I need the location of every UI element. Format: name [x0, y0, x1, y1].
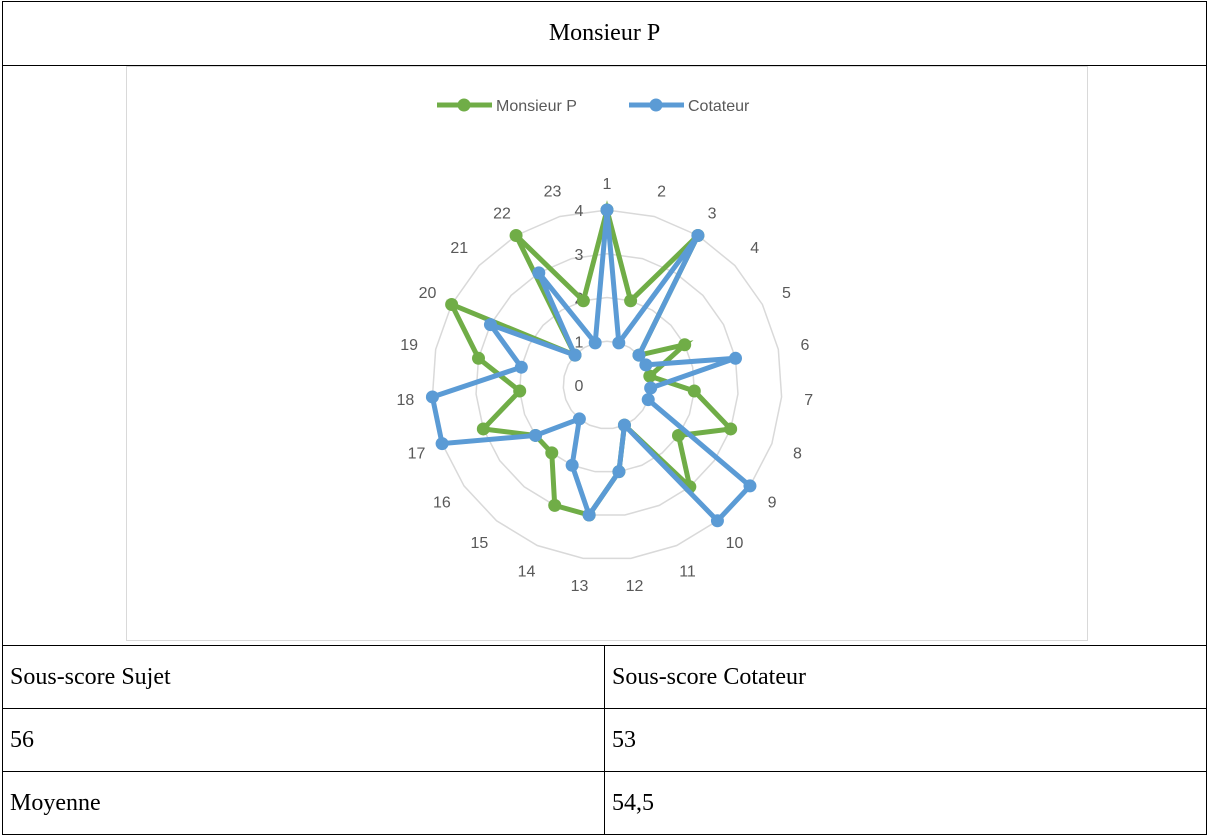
tick-label: 4	[575, 203, 584, 220]
data-point	[568, 348, 582, 362]
data-point	[643, 369, 657, 383]
table-title: Monsieur P	[2, 1, 1207, 66]
category-label: 15	[471, 535, 489, 552]
data-point	[425, 390, 439, 404]
category-label: 18	[396, 392, 414, 409]
category-label: 23	[544, 183, 562, 200]
category-label: 10	[726, 535, 744, 552]
category-label: 22	[493, 205, 511, 222]
data-point	[483, 318, 497, 332]
data-point	[632, 348, 646, 362]
data-point	[724, 422, 738, 436]
data-point	[743, 479, 757, 493]
sujet-header: Sous-score Sujet	[2, 645, 605, 709]
category-label: 19	[400, 337, 418, 354]
legend-label: Monsieur P	[496, 98, 577, 115]
data-point	[514, 360, 528, 374]
tick-label: 3	[575, 247, 584, 264]
data-point	[641, 393, 655, 407]
data-point	[435, 437, 449, 451]
data-point	[548, 498, 562, 512]
grid-ring	[431, 209, 783, 560]
data-point	[445, 297, 459, 311]
data-point	[729, 351, 743, 365]
data-point	[471, 351, 485, 365]
data-point	[671, 428, 685, 442]
cotateur-header: Sous-score Cotateur	[604, 645, 1207, 709]
category-label: 1	[603, 176, 612, 193]
mean-label: Moyenne	[2, 771, 605, 835]
category-label: 17	[408, 446, 426, 463]
category-label: 2	[657, 183, 666, 200]
category-label: 14	[518, 563, 536, 580]
data-point	[678, 338, 692, 352]
data-point	[565, 458, 579, 472]
category-label: 7	[804, 392, 813, 409]
legend-marker	[649, 98, 663, 112]
data-point	[532, 266, 546, 280]
data-point	[545, 446, 559, 460]
mean-value: 54,5	[604, 771, 1207, 835]
legend-marker	[457, 98, 471, 112]
tick-label: 1	[575, 334, 584, 351]
category-label: 3	[708, 205, 717, 222]
category-label: 9	[768, 495, 777, 512]
category-label: 5	[782, 285, 791, 302]
data-point	[513, 384, 527, 398]
data-point	[691, 228, 705, 242]
data-point	[476, 422, 490, 436]
data-point	[572, 412, 586, 426]
category-label: 21	[450, 240, 468, 257]
data-point	[612, 336, 626, 350]
tick-label: 0	[575, 378, 584, 395]
data-point	[582, 508, 596, 522]
data-point	[509, 228, 523, 242]
chart-cell: 0123412345678910111213141516171819202122…	[2, 65, 1207, 646]
radar-chart-svg: 0123412345678910111213141516171819202122…	[396, 98, 813, 595]
category-label: 11	[679, 563, 696, 580]
data-point	[639, 358, 653, 372]
data-point	[710, 514, 724, 528]
data-point	[617, 418, 631, 432]
legend-label: Cotateur	[688, 98, 750, 115]
category-label: 4	[750, 240, 759, 257]
category-label: 8	[793, 446, 802, 463]
category-label: 20	[419, 285, 437, 302]
category-label: 6	[800, 337, 809, 354]
cotateur-score: 53	[604, 708, 1207, 772]
category-label: 13	[571, 578, 589, 595]
data-point	[624, 294, 638, 308]
data-point	[576, 294, 590, 308]
category-label: 16	[433, 495, 451, 512]
category-label: 12	[626, 578, 644, 595]
data-point	[600, 203, 614, 217]
data-point	[612, 465, 626, 479]
radar-chart: 0123412345678910111213141516171819202122…	[126, 66, 1088, 641]
sujet-score: 56	[2, 708, 605, 772]
data-point	[687, 384, 701, 398]
data-point	[588, 336, 602, 350]
data-point	[529, 428, 543, 442]
data-point	[644, 381, 658, 395]
